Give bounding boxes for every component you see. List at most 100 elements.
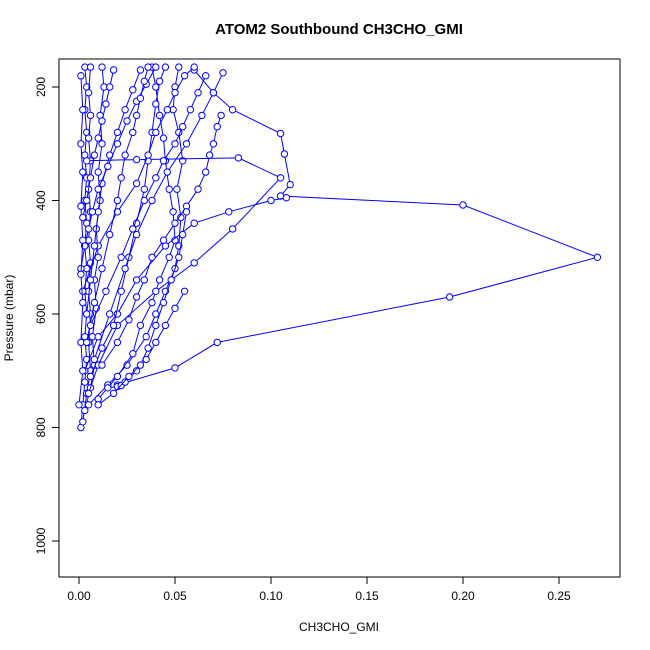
- data-point: [445, 293, 454, 301]
- series-line: [86, 157, 282, 394]
- data-point: [94, 168, 102, 176]
- data-point: [84, 225, 93, 233]
- data-point: [121, 106, 129, 114]
- data-point: [152, 63, 160, 71]
- data-point: [79, 213, 87, 222]
- y-tick-label: 800: [34, 417, 48, 437]
- data-point: [194, 185, 202, 193]
- data-point: [90, 298, 99, 307]
- data-point: [159, 236, 168, 244]
- data-point: [161, 321, 170, 330]
- data-point: [175, 63, 183, 71]
- data-point: [148, 196, 156, 205]
- data-point: [90, 151, 99, 159]
- data-point: [202, 168, 210, 176]
- data-point: [109, 321, 118, 330]
- data-point: [182, 140, 191, 148]
- data-point: [152, 321, 160, 330]
- data-point: [113, 140, 122, 148]
- series-7: [83, 154, 285, 398]
- data-point: [121, 151, 129, 159]
- series-17: [83, 63, 152, 347]
- data-point: [98, 140, 106, 148]
- data-point: [132, 293, 141, 301]
- data-point: [86, 321, 95, 330]
- y-tick-label: 600: [34, 304, 48, 324]
- data-point: [113, 338, 122, 347]
- y-tick-label: 1000: [34, 527, 48, 554]
- data-point: [81, 406, 89, 415]
- data-point: [159, 157, 168, 165]
- data-point: [132, 155, 141, 164]
- data-point: [84, 389, 93, 398]
- data-point: [194, 89, 202, 97]
- data-point: [79, 298, 87, 307]
- data-point: [83, 157, 91, 165]
- data-point: [86, 63, 95, 71]
- data-point: [79, 168, 87, 176]
- y-axis-label: Pressure (mbar): [2, 275, 16, 362]
- data-point: [102, 100, 110, 108]
- data-point: [98, 344, 106, 352]
- chart-title: ATOM2 Southbound CH3CHO_GMI: [215, 21, 463, 38]
- data-point: [83, 310, 91, 318]
- data-point: [132, 276, 141, 284]
- data-point: [113, 208, 122, 216]
- data-point: [159, 134, 168, 142]
- data-point: [142, 333, 150, 341]
- data-point: [81, 378, 89, 386]
- series-line: [90, 75, 207, 326]
- data-point: [104, 384, 112, 392]
- data-point: [77, 72, 85, 80]
- data-point: [276, 174, 285, 182]
- data-point: [228, 106, 237, 114]
- data-point: [165, 185, 173, 193]
- data-point: [152, 287, 160, 295]
- data-point: [144, 151, 152, 159]
- data-point: [155, 276, 164, 284]
- data-point: [198, 111, 206, 120]
- y-tick-label: 400: [34, 190, 48, 210]
- data-point: [117, 174, 125, 182]
- data-point: [267, 196, 275, 205]
- data-point: [86, 174, 95, 182]
- data-point: [163, 168, 172, 176]
- series-14: [98, 111, 225, 369]
- x-axis-label: CH3CHO_GMI: [299, 620, 379, 634]
- data-point: [155, 77, 164, 86]
- data-point: [94, 401, 102, 409]
- data-point: [209, 89, 218, 97]
- data-point: [152, 128, 160, 137]
- data-point: [169, 208, 177, 216]
- data-point: [152, 338, 160, 347]
- data-point: [94, 134, 102, 142]
- data-point: [129, 350, 137, 358]
- data-point: [132, 230, 141, 239]
- data-point: [155, 111, 164, 120]
- data-point: [109, 389, 118, 398]
- data-point: [228, 225, 237, 233]
- data-point: [132, 111, 141, 120]
- y-tick-label: 200: [34, 77, 48, 97]
- data-point: [179, 230, 187, 239]
- data-point: [98, 63, 106, 71]
- data-point: [167, 276, 175, 284]
- data-point: [171, 364, 179, 372]
- series-line: [82, 66, 195, 292]
- data-point: [140, 185, 149, 193]
- data-point: [593, 253, 602, 261]
- data-point: [136, 321, 145, 330]
- data-point: [171, 89, 179, 97]
- data-point: [129, 225, 137, 233]
- data-point: [165, 253, 173, 261]
- series-10: [90, 69, 227, 364]
- data-point: [213, 123, 221, 131]
- data-point: [136, 94, 145, 103]
- data-point: [140, 77, 149, 86]
- data-point: [171, 219, 179, 227]
- data-point: [79, 367, 87, 375]
- series-layer: [75, 63, 602, 432]
- data-point: [109, 66, 118, 74]
- data-point: [121, 264, 129, 273]
- data-point: [129, 128, 137, 137]
